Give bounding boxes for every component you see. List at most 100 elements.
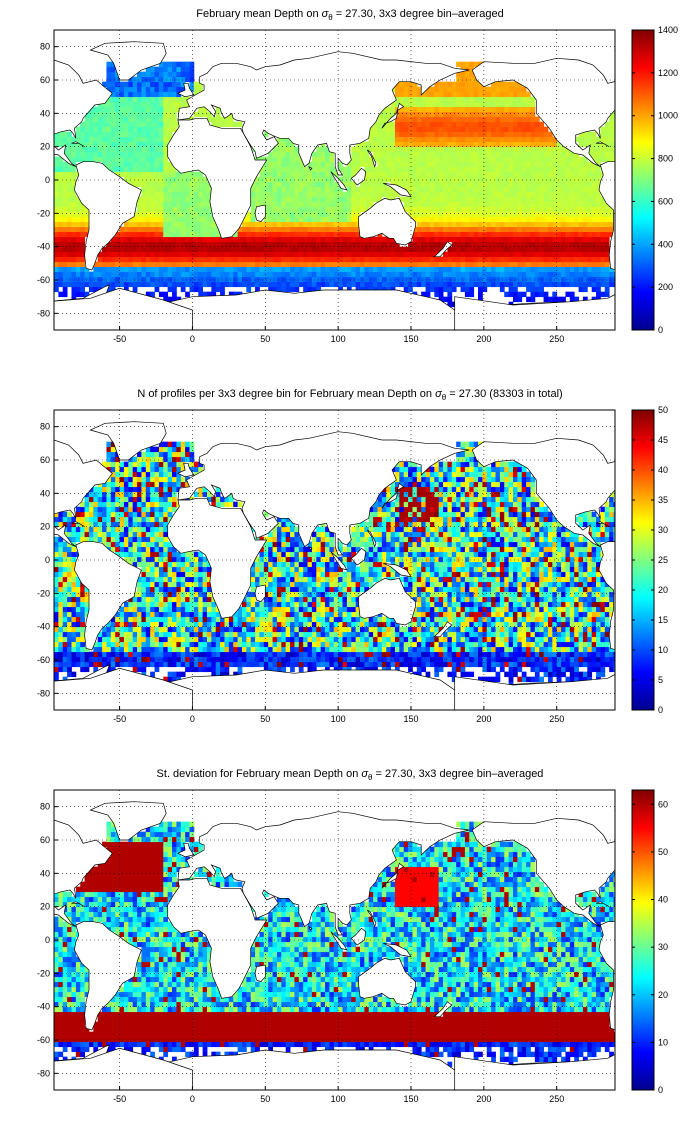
heatmap-cell	[574, 187, 579, 192]
heatmap-cell	[426, 157, 431, 162]
heatmap-cell	[155, 572, 160, 577]
heatmap-cell	[98, 132, 103, 137]
heatmap-cell	[264, 182, 269, 187]
heatmap-cell	[168, 127, 173, 132]
heatmap-cell	[474, 202, 479, 207]
heatmap-cell	[504, 212, 509, 217]
heatmap-cell	[482, 167, 487, 172]
heatmap-cell	[443, 287, 448, 292]
heatmap-cell	[412, 197, 417, 202]
heatmap-cell	[85, 117, 90, 122]
heatmap-cell	[268, 242, 273, 247]
heatmap-cell	[111, 77, 116, 82]
heatmap-cell	[137, 282, 142, 287]
heatmap-cell	[150, 102, 155, 107]
heatmap-cell	[609, 282, 614, 287]
heatmap-cell	[474, 192, 479, 197]
heatmap-cell	[141, 632, 146, 637]
heatmap-cell	[452, 162, 457, 167]
heatmap-cell	[128, 627, 133, 632]
heatmap-cell	[412, 187, 417, 192]
heatmap-cell	[111, 277, 116, 282]
heatmap-cell	[98, 517, 103, 522]
heatmap-cell	[155, 497, 160, 502]
heatmap-cell	[111, 122, 116, 127]
heatmap-cell	[504, 267, 509, 272]
heatmap-cell	[364, 277, 369, 282]
heatmap-cell	[347, 227, 352, 232]
heatmap-cell	[351, 227, 356, 232]
heatmap-cell	[469, 132, 474, 137]
heatmap-cell	[150, 522, 155, 527]
heatmap-cell	[408, 122, 413, 127]
heatmap-cell	[63, 202, 68, 207]
heatmap-cell	[137, 132, 142, 137]
heatmap-cell	[509, 277, 514, 282]
heatmap-cell	[426, 142, 431, 147]
heatmap-cell	[596, 282, 601, 287]
heatmap-cell	[535, 167, 540, 172]
heatmap-cell	[111, 147, 116, 152]
heatmap-cell	[530, 217, 535, 222]
heatmap-cell	[587, 252, 592, 257]
heatmap-cell	[141, 207, 146, 212]
heatmap-cell	[67, 557, 72, 562]
heatmap-cell	[54, 607, 59, 612]
heatmap-cell	[172, 67, 177, 72]
heatmap-cell	[430, 237, 435, 242]
heatmap-cell	[137, 542, 142, 547]
heatmap-cell	[579, 202, 584, 207]
heatmap-cell	[255, 242, 260, 247]
heatmap-cell	[146, 122, 151, 127]
heatmap-cell	[163, 107, 168, 112]
heatmap-cell	[303, 222, 308, 227]
heatmap-cell	[329, 272, 334, 277]
heatmap-cell	[316, 232, 321, 237]
heatmap-cell	[596, 222, 601, 227]
heatmap-cell	[491, 122, 496, 127]
heatmap-cell	[399, 252, 404, 257]
heatmap-cell	[63, 642, 68, 647]
heatmap-cell	[535, 247, 540, 252]
heatmap-cell	[299, 227, 304, 232]
heatmap-cell	[513, 207, 518, 212]
heatmap-cell	[461, 222, 466, 227]
heatmap-cell	[246, 282, 251, 287]
heatmap-cell	[500, 267, 505, 272]
heatmap-cell	[141, 252, 146, 257]
heatmap-cell	[434, 232, 439, 237]
heatmap-cell	[128, 122, 133, 127]
heatmap-cell	[133, 117, 138, 122]
heatmap-cell	[159, 647, 164, 652]
heatmap-cell	[80, 617, 85, 622]
heatmap-cell	[600, 272, 605, 277]
heatmap-cell	[141, 217, 146, 222]
x-tick-label: 250	[549, 334, 564, 344]
heatmap-cell	[522, 222, 527, 227]
heatmap-cell	[351, 252, 356, 257]
heatmap-cell	[356, 162, 361, 167]
heatmap-cell	[120, 92, 125, 97]
heatmap-cell	[461, 177, 466, 182]
heatmap-cell	[382, 262, 387, 267]
heatmap-cell	[290, 242, 295, 247]
heatmap-cell	[277, 277, 282, 282]
heatmap-cell	[76, 537, 81, 542]
heatmap-cell	[461, 167, 466, 172]
heatmap-cell	[456, 237, 461, 242]
heatmap-cell	[579, 287, 584, 292]
heatmap-cell	[421, 187, 426, 192]
heatmap-cell	[150, 587, 155, 592]
heatmap-cell	[316, 177, 321, 182]
heatmap-cell	[509, 92, 514, 97]
panel-mean-depth: February mean Depth on σθ = 27.30, 3x3 d…	[0, 8, 696, 344]
heatmap-cell	[491, 167, 496, 172]
heatmap-cell	[98, 652, 103, 657]
heatmap-cell	[137, 142, 142, 147]
heatmap-cell	[404, 167, 409, 172]
heatmap-cell	[579, 217, 584, 222]
heatmap-cell	[194, 262, 199, 267]
heatmap-cell	[54, 177, 59, 182]
heatmap-cell	[548, 172, 553, 177]
heatmap-cell	[334, 262, 339, 267]
